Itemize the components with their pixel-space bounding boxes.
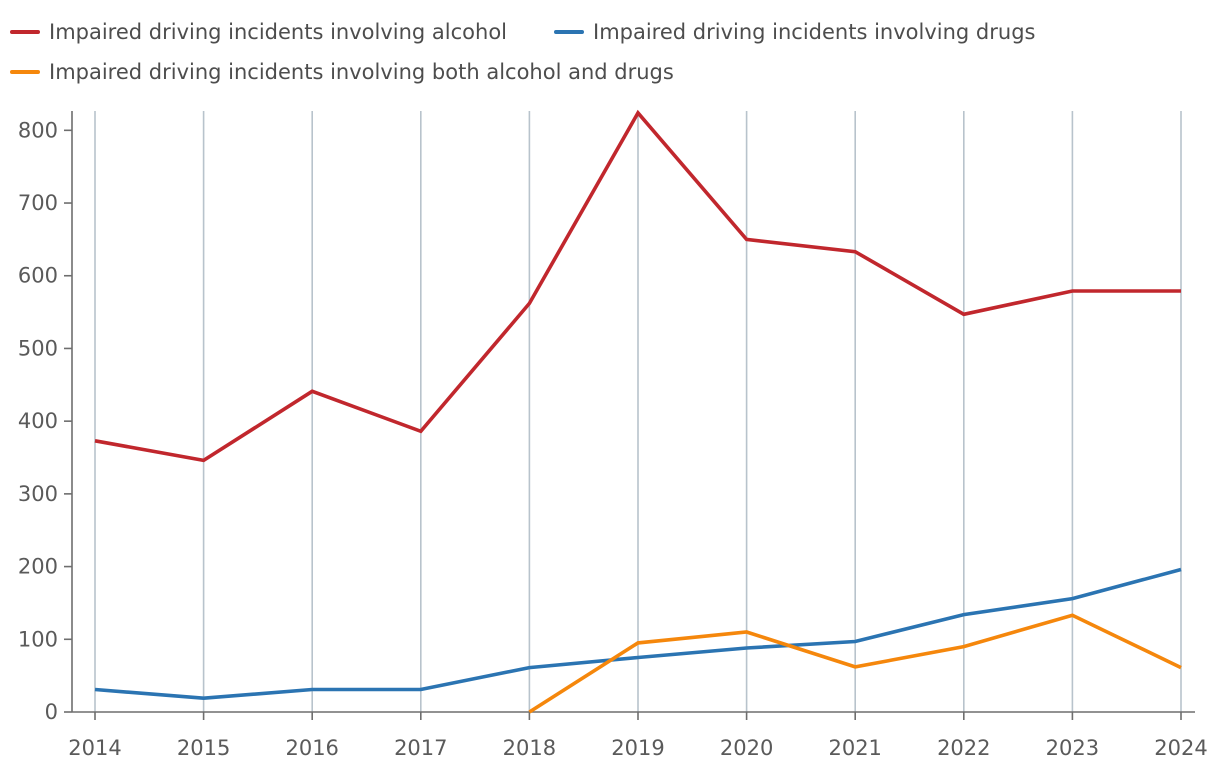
x-tick-label: 2021 [828,736,881,760]
series-1-point-2015 [201,457,207,463]
series-3-point-2022 [961,644,967,650]
series-1-point-2022 [961,311,967,317]
series-1-point-2021 [852,249,858,255]
series-lines [92,109,1184,715]
series-1-point-2023 [1069,288,1075,294]
y-tick-label: 600 [18,264,58,288]
series-2-point-2014 [92,686,98,692]
legend: Impaired driving incidents involving alc… [10,20,1035,84]
x-tick-label: 2016 [285,736,338,760]
series-2-point-2015 [201,695,207,701]
legend-label-3: Impaired driving incidents involving bot… [49,60,674,84]
series-1-point-2017 [418,428,424,434]
series-2-point-2019 [635,654,641,660]
series-1-point-2024 [1178,288,1184,294]
series-3-point-2019 [635,640,641,646]
series-line-3 [528,613,1182,714]
series-2-point-2022 [961,612,967,618]
legend-label-1: Impaired driving incidents involving alc… [49,20,507,44]
x-tick-label: 2024 [1154,736,1207,760]
x-tick-label: 2018 [503,736,556,760]
series-line-1 [94,109,1181,463]
series-1-point-2014 [92,438,98,444]
series-3-point-2021 [852,664,858,670]
grid-lines [94,111,1182,712]
series-3-point-2023 [1069,612,1075,618]
legend-label-2: Impaired driving incidents involving dru… [593,20,1035,44]
series-2-point-2023 [1069,596,1075,602]
y-tick-label: 800 [18,118,58,142]
x-tick-label: 2023 [1046,736,1099,760]
series-2-point-2021 [852,638,858,644]
y-tick-label: 400 [18,409,58,433]
x-tick-label: 2019 [611,736,664,760]
x-tick-label: 2020 [720,736,773,760]
series-3-point-2020 [744,629,750,635]
series-2-point-2020 [744,645,750,651]
series-3-point-2018 [526,709,532,715]
series-1-point-2020 [744,236,750,242]
series-2-point-2018 [526,665,532,671]
series-1-point-2019 [635,110,641,116]
series-line-2 [94,567,1182,701]
series-2-point-2017 [418,686,424,692]
x-tick-label: 2022 [937,736,990,760]
y-tick-label: 100 [18,627,58,651]
y-tick-label: 200 [18,555,58,579]
x-tick-label: 2017 [394,736,447,760]
x-tick-label: 2015 [177,736,230,760]
series-2-point-2024 [1178,566,1184,572]
x-tick-label: 2014 [68,736,121,760]
y-tick-label: 700 [18,191,58,215]
y-tick-label: 0 [45,700,58,724]
y-tick-label: 300 [18,482,58,506]
axes: 0 100 200 300 400 500 600 700 800 2014 2015 2016 201… [18,111,1208,760]
y-tick-label: 500 [18,336,58,360]
series-2-point-2016 [309,686,315,692]
series-1-point-2018 [526,300,532,306]
series-1-point-2016 [309,388,315,394]
series-3-point-2024 [1178,665,1184,671]
